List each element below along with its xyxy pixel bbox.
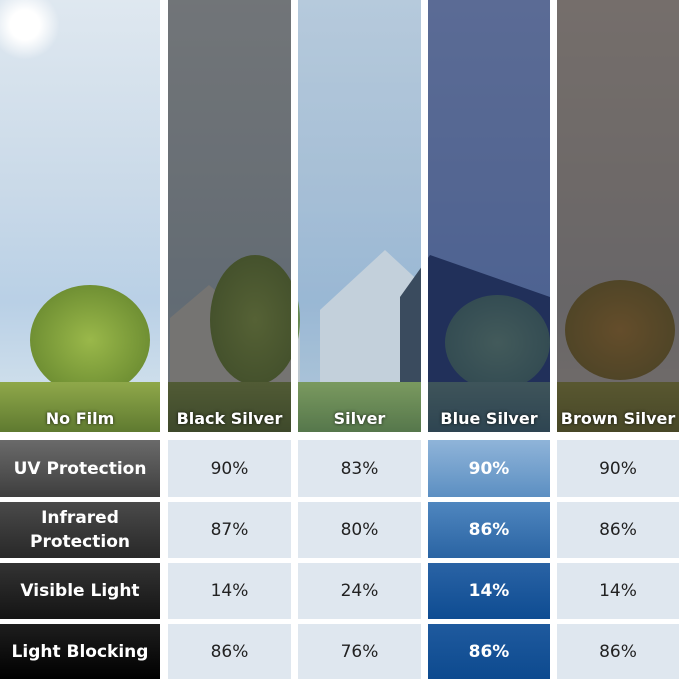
photo-panel-black-silver: Black Silver <box>168 0 291 432</box>
value-cell: 86% <box>428 624 550 679</box>
value-cell: 14% <box>168 563 291 619</box>
column-label: Blue Silver <box>440 409 538 428</box>
value-cell: 86% <box>557 502 679 558</box>
value-cell: 14% <box>557 563 679 619</box>
value-cell: 76% <box>298 624 421 679</box>
column-label: Black Silver <box>176 409 283 428</box>
value-cell: 87% <box>168 502 291 558</box>
value-cell: 90% <box>168 440 291 497</box>
value-cell: 86% <box>168 624 291 679</box>
photo-panel-no-film: No Film <box>0 0 160 432</box>
column-label: Brown Silver <box>560 409 676 428</box>
value-cell: 80% <box>298 502 421 558</box>
row-label: Light Blocking <box>0 624 160 679</box>
value-cell: 90% <box>557 440 679 497</box>
value-cell: 90% <box>428 440 550 497</box>
value-cell: 24% <box>298 563 421 619</box>
value-cell: 86% <box>557 624 679 679</box>
value-cell: 86% <box>428 502 550 558</box>
value-cell: 83% <box>298 440 421 497</box>
photo-panel-silver: Silver <box>298 0 421 432</box>
photo-panel-blue-silver: Blue Silver <box>428 0 550 432</box>
value-cell: 14% <box>428 563 550 619</box>
column-label: No Film <box>45 409 115 428</box>
row-label: Visible Light <box>0 563 160 619</box>
column-label: Silver <box>333 409 386 428</box>
row-label: UV Protection <box>0 440 160 497</box>
photo-panel-brown-silver: Brown Silver <box>557 0 679 432</box>
row-label: Infrared Protection <box>0 502 160 558</box>
